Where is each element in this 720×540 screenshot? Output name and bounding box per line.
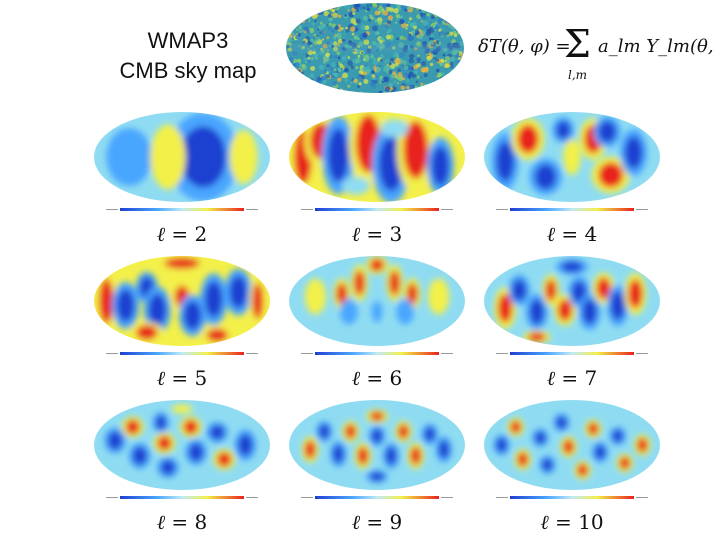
figure-title: WMAP3 CMB sky map xyxy=(108,26,268,86)
ell-symbol: ℓ xyxy=(351,510,361,534)
multipole-label: ℓ = 9 xyxy=(287,510,467,535)
mollweide-map xyxy=(289,256,465,355)
multipole-value: 10 xyxy=(578,510,604,534)
multipole-panel xyxy=(92,256,272,360)
equals-sign: = xyxy=(360,366,390,390)
multipole-value: 3 xyxy=(389,222,403,246)
colorbar xyxy=(510,352,634,355)
multipole-panel xyxy=(287,400,467,504)
colorbar xyxy=(510,496,634,499)
mollweide-map xyxy=(484,400,660,499)
colorbar xyxy=(510,208,634,211)
multipole-panel xyxy=(92,112,272,216)
multipole-label: ℓ = 5 xyxy=(92,366,272,391)
mollweide-map xyxy=(94,400,270,499)
multipole-panel xyxy=(287,112,467,216)
multipole-label: ℓ = 3 xyxy=(287,222,467,247)
colorbar xyxy=(315,496,439,499)
title-line-2: CMB sky map xyxy=(119,58,257,83)
equals-sign: = xyxy=(165,510,195,534)
equals-sign: = xyxy=(165,366,195,390)
mollweide-map xyxy=(289,400,465,499)
multipole-label: ℓ = 7 xyxy=(482,366,662,391)
colorbar xyxy=(315,208,439,211)
multipole-panel xyxy=(482,256,662,360)
multipole-label: ℓ = 10 xyxy=(482,510,662,535)
multipole-label: ℓ = 8 xyxy=(92,510,272,535)
mollweide-map xyxy=(94,112,270,211)
multipole-value: 8 xyxy=(194,510,208,534)
spherical-harmonic-formula: δT(θ, φ) = Σ l,m a_lm Y_lm(θ, φ) xyxy=(478,22,720,84)
multipole-panel xyxy=(482,400,662,504)
mollweide-map xyxy=(484,112,660,211)
ell-symbol: ℓ xyxy=(351,366,361,390)
ell-symbol: ℓ xyxy=(546,222,556,246)
ell-symbol: ℓ xyxy=(156,222,166,246)
summation-symbol: Σ xyxy=(564,22,591,66)
colorbar xyxy=(120,496,244,499)
colorbar xyxy=(315,352,439,355)
ell-symbol: ℓ xyxy=(156,366,166,390)
multipole-panel xyxy=(482,112,662,216)
equals-sign: = xyxy=(548,510,579,534)
multipole-value: 6 xyxy=(389,366,403,390)
mollweide-map xyxy=(484,256,660,355)
multipole-label: ℓ = 4 xyxy=(482,222,662,247)
mollweide-map xyxy=(94,256,270,355)
ell-symbol: ℓ xyxy=(156,510,166,534)
multipole-value: 4 xyxy=(584,222,598,246)
colorbar xyxy=(120,352,244,355)
equals-sign: = xyxy=(165,222,195,246)
equals-sign: = xyxy=(555,366,585,390)
multipole-value: 5 xyxy=(194,366,208,390)
multipole-value: 2 xyxy=(194,222,208,246)
multipole-label: ℓ = 6 xyxy=(287,366,467,391)
ell-symbol: ℓ xyxy=(540,510,549,534)
title-line-1: WMAP3 xyxy=(147,28,229,53)
mollweide-map xyxy=(289,112,465,211)
multipole-label: ℓ = 2 xyxy=(92,222,272,247)
ell-symbol: ℓ xyxy=(546,366,556,390)
formula-rhs: a_lm Y_lm(θ, φ) xyxy=(598,36,720,57)
summation-index: l,m xyxy=(568,68,588,82)
colorbar xyxy=(120,208,244,211)
equals-sign: = xyxy=(360,222,390,246)
multipole-value: 9 xyxy=(389,510,403,534)
multipole-panel xyxy=(287,256,467,360)
ell-symbol: ℓ xyxy=(351,222,361,246)
wmap-sky-map xyxy=(286,3,464,93)
equals-sign: = xyxy=(360,510,390,534)
formula-lhs: δT(θ, φ) = xyxy=(478,36,571,57)
multipole-value: 7 xyxy=(584,366,598,390)
multipole-panel xyxy=(92,400,272,504)
equals-sign: = xyxy=(555,222,585,246)
